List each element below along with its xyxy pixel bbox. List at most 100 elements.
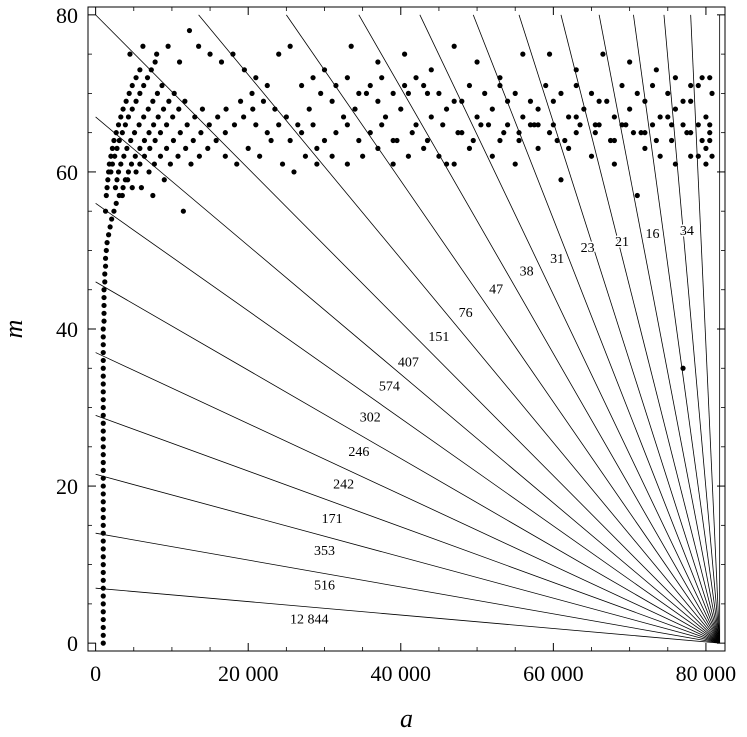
data-point <box>141 114 147 120</box>
data-point <box>146 130 152 136</box>
data-point <box>268 137 274 144</box>
fan-line <box>358 14 721 644</box>
data-point <box>100 609 106 615</box>
data-point <box>623 122 629 128</box>
x-tick-label: 20 000 <box>218 661 279 686</box>
data-point <box>176 59 183 65</box>
fan-line <box>95 116 720 644</box>
region-count-label: 171 <box>322 512 343 527</box>
fan-line <box>95 281 720 644</box>
region-count-label: 302 <box>360 411 381 426</box>
data-point <box>604 98 610 104</box>
data-point <box>112 185 119 191</box>
data-point <box>424 137 431 144</box>
region-count-label: 246 <box>348 445 369 460</box>
data-point <box>573 67 579 73</box>
data-point <box>122 122 128 128</box>
fan-line <box>198 14 720 644</box>
fan-line <box>95 587 720 644</box>
fan-line <box>472 14 721 644</box>
data-point <box>321 137 328 144</box>
data-point <box>516 130 522 136</box>
data-point <box>709 90 715 96</box>
data-point <box>436 90 442 96</box>
fan-line <box>419 14 721 644</box>
data-point <box>237 98 244 104</box>
data-point <box>100 475 106 481</box>
data-point <box>145 106 151 112</box>
data-point <box>111 137 117 144</box>
data-point <box>375 59 381 65</box>
data-point <box>627 59 633 65</box>
region-count-label: 23 <box>581 241 595 256</box>
data-point <box>329 153 335 159</box>
data-point <box>230 51 236 57</box>
fan-line <box>518 14 721 644</box>
data-point <box>119 130 125 136</box>
data-point <box>100 562 106 568</box>
data-point <box>105 177 111 183</box>
data-point <box>124 145 130 151</box>
region-count-label: 574 <box>379 379 400 394</box>
data-point <box>550 98 556 104</box>
data-point <box>129 185 135 191</box>
data-point <box>137 67 143 73</box>
data-point <box>100 420 106 426</box>
data-point <box>707 137 713 144</box>
data-point <box>497 82 503 89</box>
data-point <box>566 145 572 151</box>
region-count-label: 34 <box>680 224 694 239</box>
data-point <box>241 67 247 73</box>
x-tick-label: 0 <box>90 661 101 686</box>
data-point <box>100 412 106 418</box>
data-point <box>455 130 461 136</box>
data-point <box>379 122 385 128</box>
data-point <box>520 51 526 57</box>
data-point <box>175 153 181 159</box>
data-point <box>489 153 495 159</box>
region-count-label: 31 <box>550 252 564 267</box>
data-point <box>184 122 190 128</box>
data-point <box>680 122 686 128</box>
data-point <box>100 538 106 544</box>
data-point <box>188 161 194 167</box>
data-point <box>459 98 465 104</box>
data-point <box>707 130 713 136</box>
data-point <box>684 130 690 136</box>
data-point <box>501 130 507 136</box>
data-point <box>478 122 484 128</box>
data-point <box>375 98 381 104</box>
data-point <box>550 122 556 128</box>
data-point <box>141 82 147 89</box>
data-point <box>100 467 106 473</box>
data-point <box>527 98 534 104</box>
fan-line <box>663 14 721 644</box>
data-point <box>428 67 434 73</box>
data-point <box>167 161 173 167</box>
data-point <box>356 137 362 144</box>
data-point <box>310 122 316 128</box>
data-point <box>100 381 106 387</box>
data-point <box>279 161 286 167</box>
data-point <box>333 130 339 136</box>
fan-line <box>286 14 720 644</box>
data-point <box>413 122 419 128</box>
data-point <box>100 334 106 340</box>
data-point <box>310 75 316 81</box>
data-point <box>596 98 602 104</box>
data-point <box>102 263 109 269</box>
data-point <box>627 106 633 112</box>
data-point <box>100 616 106 623</box>
data-point <box>344 122 350 128</box>
data-point <box>619 122 625 128</box>
data-point <box>398 106 404 112</box>
data-point <box>152 137 158 144</box>
data-point <box>688 82 694 89</box>
data-point <box>497 75 503 81</box>
data-point <box>512 90 518 96</box>
data-point <box>287 137 293 144</box>
data-point <box>573 114 579 120</box>
data-point <box>577 122 583 128</box>
data-point <box>103 192 109 199</box>
data-point <box>163 122 170 128</box>
